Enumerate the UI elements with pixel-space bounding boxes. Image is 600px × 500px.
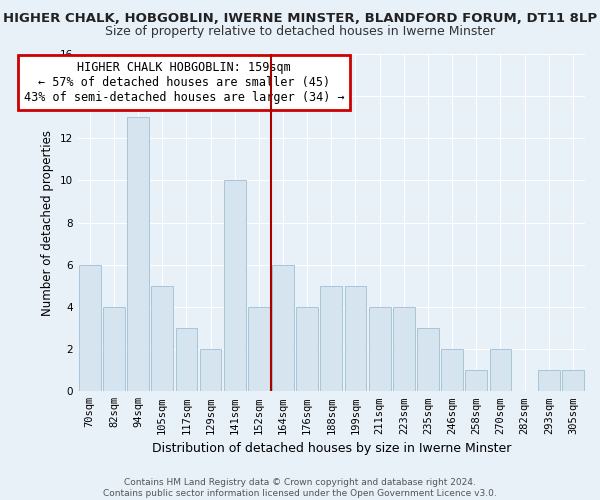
Text: HIGHER CHALK, HOBGOBLIN, IWERNE MINSTER, BLANDFORD FORUM, DT11 8LP: HIGHER CHALK, HOBGOBLIN, IWERNE MINSTER,… [3, 12, 597, 26]
Text: Contains HM Land Registry data © Crown copyright and database right 2024.
Contai: Contains HM Land Registry data © Crown c… [103, 478, 497, 498]
Bar [176, 328, 197, 392]
Text: Size of property relative to detached houses in Iwerne Minster: Size of property relative to detached ho… [105, 25, 495, 38]
Bar [466, 370, 487, 392]
Bar [151, 286, 173, 392]
Bar [272, 265, 294, 392]
Bar [393, 307, 415, 392]
Y-axis label: Number of detached properties: Number of detached properties [41, 130, 54, 316]
X-axis label: Distribution of detached houses by size in Iwerne Minster: Distribution of detached houses by size … [152, 442, 511, 455]
Bar [79, 265, 101, 392]
Bar [200, 349, 221, 392]
Bar [296, 307, 318, 392]
Bar [344, 286, 367, 392]
Bar [103, 307, 125, 392]
Bar [127, 117, 149, 392]
Bar [490, 349, 511, 392]
Bar [562, 370, 584, 392]
Bar [538, 370, 560, 392]
Bar [441, 349, 463, 392]
Bar [224, 180, 245, 392]
Bar [369, 307, 391, 392]
Bar [320, 286, 342, 392]
Bar [248, 307, 270, 392]
Text: HIGHER CHALK HOBGOBLIN: 159sqm
← 57% of detached houses are smaller (45)
43% of : HIGHER CHALK HOBGOBLIN: 159sqm ← 57% of … [24, 60, 344, 104]
Bar [417, 328, 439, 392]
